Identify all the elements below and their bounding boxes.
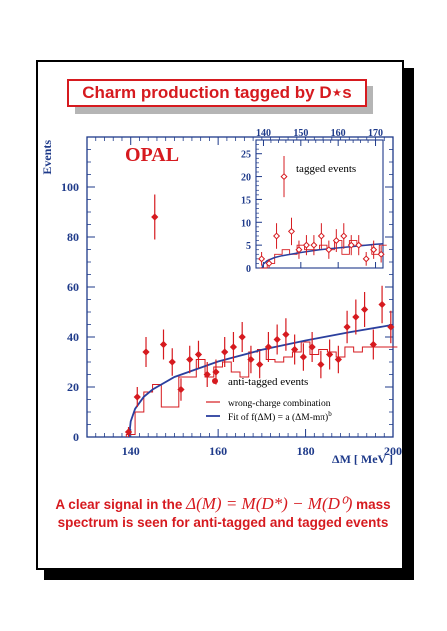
y-tick-label: 20	[67, 380, 79, 394]
inset-y-tick-label: 10	[241, 218, 251, 229]
tagged-point	[317, 232, 325, 240]
anti-tagged-point	[177, 385, 185, 394]
legend-anti-tagged-marker	[212, 378, 218, 384]
inset-y-tick-label: 20	[241, 173, 251, 184]
inset-y-tick-label: 0	[246, 264, 251, 275]
inset-tagged-label: tagged events	[296, 163, 356, 175]
anti-tagged-point	[317, 360, 325, 369]
inset-y-tick-label: 5	[246, 241, 251, 252]
anti-tagged-point	[264, 343, 273, 351]
x-axis-label: ΔM [ MeV ]	[332, 452, 393, 466]
tagged-point	[355, 241, 363, 249]
tagged-point	[258, 255, 266, 263]
anti-tagged-point	[238, 333, 246, 341]
anti-tagged-point	[291, 345, 299, 354]
anti-tagged-point	[282, 330, 290, 339]
anti-tagged-point	[229, 343, 238, 351]
tagged-point	[377, 250, 385, 258]
tagged-point	[332, 237, 340, 245]
x-tick-label: 200	[384, 444, 402, 458]
anti-tagged-point	[186, 355, 194, 364]
anti-tagged-point	[168, 358, 176, 366]
slide-title-text: Charm production tagged by D⋆s	[82, 83, 352, 102]
anti-tagged-point	[273, 335, 281, 344]
tagged-point	[273, 232, 281, 240]
x-tick-label: 180	[297, 444, 315, 458]
anti-tagged-point	[159, 340, 168, 349]
y-tick-label: 60	[67, 280, 79, 294]
anti-tagged-point	[369, 340, 377, 349]
inset-x-tick-label: 160	[331, 128, 346, 139]
anti-tagged-point	[124, 428, 133, 436]
caption-prefix: A clear signal in the	[55, 497, 183, 512]
legend-wrong-charge-label: wrong-charge combination	[228, 399, 331, 409]
anti-tagged-point	[194, 350, 203, 359]
anti-tagged-point	[360, 305, 369, 314]
tagged-point	[340, 232, 348, 240]
inset-fit-curve	[261, 243, 384, 269]
inset-y-tick-label: 25	[241, 150, 251, 161]
anti-tagged-point	[203, 370, 211, 379]
legend-fit-label: Fit of f(ΔM) = a (ΔM-mπ)b	[228, 410, 332, 423]
anti-tagged-point	[378, 300, 386, 309]
caption-suffix: mass spectrum is seen for anti-tagged an…	[57, 497, 391, 530]
tagged-point	[370, 246, 378, 254]
x-tick-label: 140	[122, 444, 140, 458]
caption: A clear signal in the Δ(M) = M(D*) − M(D…	[50, 495, 396, 532]
opal-label: OPAL	[125, 144, 179, 166]
tagged-point	[310, 241, 318, 249]
anti-tagged-point	[151, 213, 159, 221]
anti-tagged-point	[387, 323, 395, 331]
anti-tagged-point	[133, 393, 141, 401]
y-tick-label: 100	[61, 180, 79, 194]
x-tick-label: 160	[209, 444, 227, 458]
anti-tagged-point	[142, 348, 150, 356]
tagged-point	[347, 241, 355, 249]
tagged-point	[302, 241, 310, 249]
caption-math: Δ(M) = M(D*) − M(D⁰)	[186, 494, 353, 513]
y-tick-label: 40	[67, 330, 79, 344]
slide-title: Charm production tagged by D⋆s	[67, 79, 367, 107]
y-tick-label: 0	[73, 430, 79, 444]
anti-tagged-point	[308, 343, 316, 351]
tagged-point	[295, 246, 303, 254]
anti-tagged-point	[221, 348, 229, 356]
y-tick-label: 80	[67, 230, 79, 244]
legend-anti-tagged-label: anti-tagged events	[228, 376, 308, 388]
anti-tagged-point	[212, 368, 220, 376]
y-axis-label: Events	[40, 140, 54, 175]
anti-tagged-point	[334, 355, 342, 364]
inset-y-tick-label: 15	[241, 195, 251, 206]
tagged-point	[287, 227, 295, 235]
tagged-point	[362, 255, 370, 263]
tagged-point	[265, 259, 273, 267]
anti-tagged-point	[256, 360, 264, 369]
inset-x-tick-label: 170	[368, 128, 383, 139]
anti-tagged-point	[352, 313, 360, 321]
inset-x-tick-label: 150	[293, 128, 308, 139]
anti-tagged-point	[247, 355, 255, 364]
tagged-point	[280, 173, 288, 181]
anti-tagged-point	[326, 350, 334, 359]
inset-x-tick-label: 140	[256, 128, 271, 139]
anti-tagged-point	[299, 353, 307, 361]
anti-tagged-point	[343, 323, 351, 331]
tagged-point	[325, 246, 333, 254]
fit-curve	[128, 323, 394, 438]
